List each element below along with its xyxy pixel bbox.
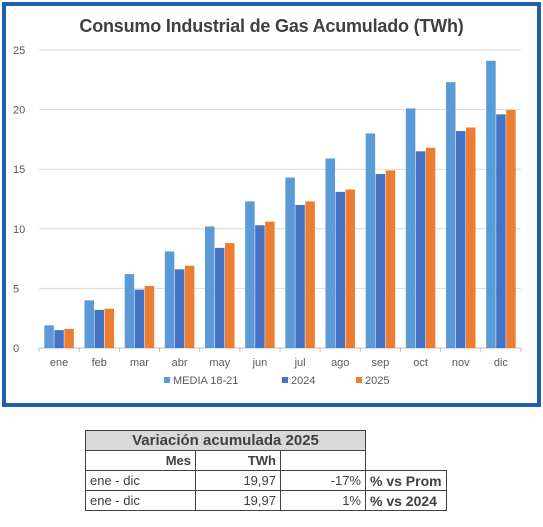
legend-swatch bbox=[356, 377, 362, 383]
legend-label: 2024 bbox=[291, 375, 315, 387]
x-tick-label: oct bbox=[413, 357, 428, 369]
bar bbox=[265, 221, 275, 348]
bar bbox=[415, 151, 426, 348]
x-tick-label: jul bbox=[294, 357, 306, 369]
bar bbox=[365, 133, 376, 348]
bar bbox=[506, 109, 516, 348]
row-twh: 19,97 bbox=[195, 490, 281, 511]
bar bbox=[84, 300, 94, 348]
bar bbox=[325, 158, 335, 348]
x-tick-label: may bbox=[209, 357, 230, 369]
y-tick-label: 10 bbox=[13, 224, 25, 236]
row-mes: ene - dic bbox=[85, 470, 196, 491]
legend-swatch bbox=[164, 377, 170, 383]
summary-header-row: Mes TWh bbox=[85, 450, 447, 471]
bar bbox=[215, 247, 225, 348]
bar bbox=[405, 108, 416, 349]
y-tick-label: 0 bbox=[13, 343, 19, 355]
row-label: % vs Prom bbox=[365, 470, 447, 491]
x-tick-label: ene bbox=[50, 357, 68, 369]
bar bbox=[134, 289, 145, 348]
bar bbox=[184, 265, 195, 348]
bar bbox=[225, 243, 235, 348]
legend-label: MEDIA 18-21 bbox=[173, 375, 238, 387]
bar bbox=[64, 328, 74, 348]
summary-title: Variación acumulada 2025 bbox=[85, 430, 366, 451]
bar bbox=[255, 225, 265, 348]
summary-table: Variación acumulada 2025 Mes TWh ene - d… bbox=[85, 430, 447, 511]
legend-label: 2025 bbox=[365, 375, 389, 387]
bar bbox=[425, 147, 436, 348]
bar bbox=[54, 330, 64, 348]
summary-title-row: Variación acumulada 2025 bbox=[85, 430, 447, 451]
table-row: ene - dic 19,97 1% % vs 2024 bbox=[85, 490, 447, 511]
bar bbox=[44, 325, 54, 348]
y-tick-label: 15 bbox=[13, 164, 25, 176]
x-tick-label: ago bbox=[331, 357, 349, 369]
y-tick-label: 20 bbox=[13, 105, 25, 117]
bar bbox=[375, 173, 386, 348]
bar bbox=[305, 201, 315, 348]
x-tick-label: sep bbox=[372, 357, 390, 369]
table-row: ene - dic 19,97 -17% % vs Prom bbox=[85, 470, 447, 491]
bar bbox=[496, 114, 506, 348]
header-twh: TWh bbox=[195, 450, 281, 471]
bar bbox=[144, 286, 155, 348]
chart-frame: Consumo Industrial de Gas Acumulado (TWh… bbox=[2, 2, 541, 407]
x-tick-label: feb bbox=[92, 357, 107, 369]
bar bbox=[345, 189, 355, 348]
x-tick-label: jun bbox=[252, 357, 268, 369]
bar bbox=[335, 191, 345, 348]
bar bbox=[205, 226, 215, 348]
bar bbox=[174, 269, 185, 348]
bar bbox=[124, 274, 135, 348]
y-tick-label: 5 bbox=[13, 283, 19, 295]
x-tick-label: nov bbox=[452, 357, 470, 369]
bar bbox=[295, 204, 305, 348]
bar bbox=[486, 60, 496, 349]
row-pct: -17% bbox=[280, 470, 366, 491]
x-tick-label: abr bbox=[172, 357, 188, 369]
bar bbox=[245, 201, 255, 348]
bar bbox=[104, 308, 114, 348]
bar bbox=[456, 131, 466, 348]
row-twh: 19,97 bbox=[195, 470, 281, 491]
legend-swatch bbox=[282, 377, 288, 383]
bar bbox=[446, 82, 456, 349]
chart-title: Consumo Industrial de Gas Acumulado (TWh… bbox=[79, 16, 464, 36]
row-pct: 1% bbox=[280, 490, 366, 511]
header-mes: Mes bbox=[85, 450, 196, 471]
row-label: % vs 2024 bbox=[365, 490, 447, 511]
bar bbox=[285, 177, 295, 348]
bar bbox=[466, 127, 476, 348]
x-tick-label: mar bbox=[130, 357, 149, 369]
y-tick-label: 25 bbox=[13, 45, 25, 57]
bar bbox=[94, 309, 104, 348]
x-tick-label: dic bbox=[494, 357, 509, 369]
row-mes: ene - dic bbox=[85, 490, 196, 511]
bar bbox=[164, 251, 175, 348]
bar bbox=[385, 170, 396, 348]
